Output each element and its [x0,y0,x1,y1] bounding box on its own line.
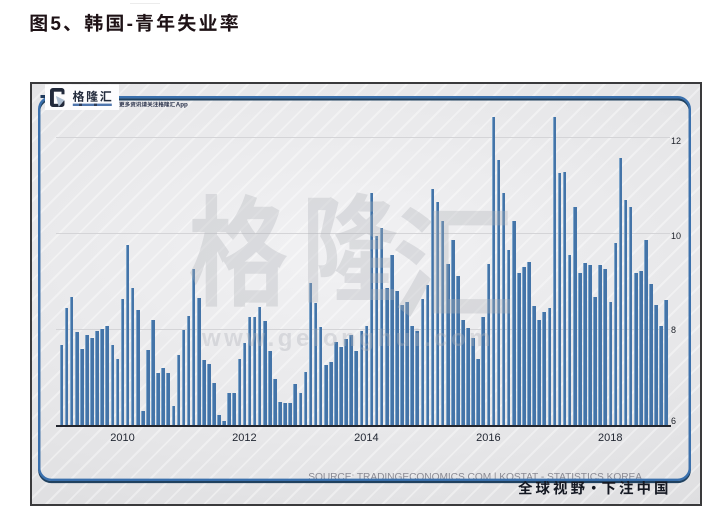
svg-text:5: 5 [50,14,61,35]
svg-text:App: App [176,101,188,108]
svg-text:www.gelonghui.com: www.gelonghui.com [201,325,494,352]
svg-text:-: - [127,14,133,35]
